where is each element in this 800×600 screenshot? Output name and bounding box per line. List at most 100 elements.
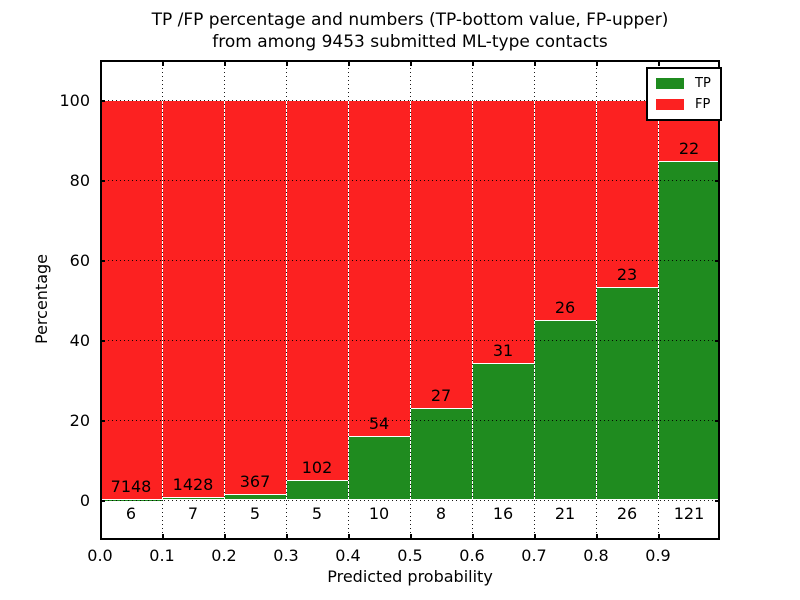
bar-fp-segment [224,100,286,495]
v-gridline [162,60,163,540]
fp-count-label: 54 [368,414,390,434]
x-tick-top [534,60,536,66]
tp-count-label: 5 [249,504,261,523]
bar-fp-segment [410,100,472,409]
tp-count-label: 5 [311,504,323,523]
bar-boundary-edge [534,320,596,322]
fp-count-label: 23 [616,264,638,284]
v-gridline [534,60,535,540]
chart-title: TP /FP percentage and numbers (TP-bottom… [100,9,720,53]
bar-boundary-edge [596,286,658,288]
tp-count-label: 8 [435,504,447,523]
x-tick-bottom [286,534,288,540]
y-tick-left [100,260,105,262]
x-tick-top [596,60,598,66]
y-tick-left [100,420,105,422]
fp-count-label: 22 [678,138,700,158]
x-tick-label: 0.9 [645,546,671,565]
y-tick-right [715,180,720,182]
fp-count-label: 102 [301,458,333,478]
y-tick-right [715,500,720,502]
v-gridline [410,60,411,540]
x-tick-bottom [596,534,598,540]
x-tick-top [348,60,350,66]
x-tick-bottom [658,534,660,540]
tp-count-label: 16 [492,504,514,523]
x-tick-label: 0.4 [335,546,361,565]
y-tick-label: 20 [69,411,90,430]
legend-item-fp: FP [656,94,711,115]
y-tick-label: 0 [79,491,90,510]
x-tick-bottom [472,534,474,540]
tp-count-label: 26 [616,504,638,523]
y-tick-left [100,500,105,502]
y-axis-label: Percentage [32,253,51,344]
bar-tp-segment [224,494,286,500]
tp-count-label: 121 [673,504,705,523]
y-tick-right [715,340,720,342]
y-tick-left [100,340,105,342]
legend-label-tp: TP [695,75,711,91]
bar-tp-segment [596,287,658,500]
v-gridline [348,60,349,540]
bar-boundary-edge [162,497,224,499]
v-gridline [224,60,225,540]
y-tick-label: 100 [59,91,90,110]
x-tick-label: 0.2 [211,546,237,565]
fp-count-label: 27 [430,385,452,405]
x-axis-label: Predicted probability [327,567,493,586]
bar-fp-segment [162,100,224,499]
bar-fp-segment [348,100,410,438]
v-gridline [472,60,473,540]
bar-boundary-edge [658,160,720,162]
x-tick-label: 0.3 [273,546,299,565]
x-tick-bottom [348,534,350,540]
x-tick-top [224,60,226,66]
x-tick-bottom [162,534,164,540]
legend-label-fp: FP [695,96,711,112]
bar-tp-segment [410,408,472,500]
x-tick-label: 0.5 [397,546,423,565]
y-tick-left [100,180,105,182]
chart-title-line2: from among 9453 submitted ML-type contac… [212,32,608,52]
bar-tp-segment [286,481,348,500]
v-gridline [286,60,287,540]
x-tick-top [410,60,412,66]
x-tick-label: 0.0 [87,546,113,565]
legend: TP FP [646,67,722,121]
x-tick-label: 0.1 [149,546,175,565]
x-tick-top [658,60,660,66]
bar-boundary-edge [224,493,286,495]
x-tick-label: 0.8 [583,546,609,565]
x-tick-bottom [100,534,102,540]
bar-boundary-edge [348,436,410,438]
bar-fp-segment [534,100,596,322]
bar-boundary-edge [410,407,472,409]
bar-tp-segment [534,321,596,500]
fp-count-label: 26 [554,298,576,318]
fp-count-label: 31 [492,340,514,360]
x-tick-top [100,60,102,66]
bar-boundary-edge [286,480,348,482]
bar-tp-segment [348,437,410,500]
legend-swatch-fp-icon [656,99,684,110]
y-tick-right [715,420,720,422]
fp-count-label: 1428 [172,475,214,495]
bar-fp-segment [100,100,162,500]
bar-tp-segment [472,363,534,500]
x-tick-bottom [534,534,536,540]
plot-area: TP FP 7148 6 1428 7 367 5 102 5 54 10 27 8 31 16 26 21 2… [59,60,722,565]
legend-swatch-tp-icon [656,78,684,89]
x-tick-bottom [224,534,226,540]
tp-count-label: 10 [368,504,390,523]
bar-boundary-edge [472,362,534,364]
x-tick-top [162,60,164,66]
x-tick-label: 0.7 [521,546,547,565]
y-tick-left [100,100,105,102]
y-tick-label: 60 [69,251,90,270]
tp-count-label: 6 [125,504,137,523]
v-gridline [658,60,659,540]
bar-fp-segment [472,100,534,364]
x-tick-bottom [410,534,412,540]
